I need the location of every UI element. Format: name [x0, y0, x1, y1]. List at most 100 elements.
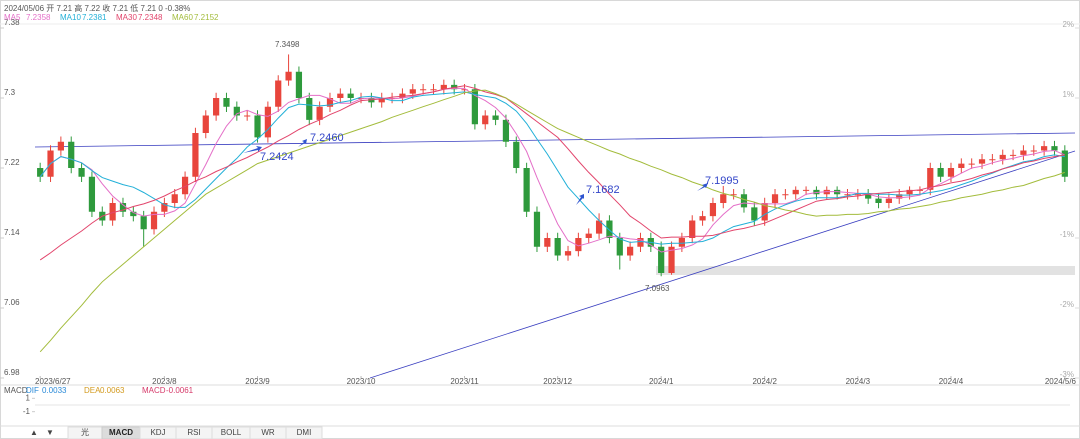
candle-body	[347, 93, 354, 98]
candle-body	[1061, 150, 1068, 177]
y-tick-label: 7.22	[4, 158, 20, 167]
candle-body	[1030, 150, 1037, 152]
tab-label[interactable]: DMI	[297, 428, 312, 437]
candle-body	[285, 71, 292, 81]
candle-body	[802, 189, 810, 191]
candle-body	[109, 203, 116, 221]
candle-body	[564, 251, 572, 256]
nav-arrow[interactable]: ▲	[30, 428, 38, 437]
candle-body	[440, 84, 447, 90]
candle-body	[751, 207, 758, 221]
legend-name: MA5	[4, 13, 21, 22]
candle-body	[709, 203, 717, 217]
tab-label[interactable]: MACD	[109, 428, 133, 437]
zone-band	[656, 266, 1075, 275]
tab-label[interactable]: BOLL	[221, 428, 242, 437]
candle-body	[161, 203, 168, 212]
y-tick-label: 7.38	[4, 18, 20, 27]
legend-name: MA60	[172, 13, 193, 22]
candle-body	[668, 246, 675, 273]
candle-body	[244, 115, 251, 117]
y2-tick-label: -2%	[1060, 300, 1074, 309]
ma-line	[39, 85, 1065, 261]
annotation: 7.1995	[705, 175, 739, 187]
candle-body	[523, 168, 530, 212]
legend-name: MA30	[116, 13, 137, 22]
candle-body	[1020, 150, 1027, 155]
candle-body	[544, 238, 551, 247]
toolbar: ▲ ▼ 光 MACD KDJ RSI BOLL WR DMI	[30, 426, 323, 439]
legend-name: MA10	[60, 13, 81, 22]
candle-body	[181, 176, 189, 195]
candle-body	[223, 98, 230, 107]
macd-tick-label: -1	[23, 407, 31, 416]
tab-label[interactable]: WR	[261, 428, 275, 437]
candle-body	[689, 220, 696, 238]
candle-body	[906, 189, 913, 195]
nav-arrow[interactable]: ▼	[46, 428, 54, 437]
candle-body	[192, 133, 199, 177]
candle-body	[140, 216, 147, 230]
macd-value: 0.0033	[42, 386, 67, 395]
y2-tick-label: -3%	[1060, 370, 1074, 379]
candle-body	[875, 198, 882, 203]
candle-body	[482, 115, 489, 125]
candle-body	[1009, 154, 1017, 156]
macd-value: 0.0063	[100, 386, 125, 395]
candle-body	[171, 194, 178, 203]
candle-body	[554, 238, 561, 256]
annotation: 7.2424	[260, 151, 294, 163]
candle-body	[68, 141, 75, 168]
candle-body	[471, 89, 478, 125]
tab-label[interactable]: 光	[81, 427, 89, 437]
x-tick-label: 2024/5/6	[1045, 377, 1077, 386]
candle-body	[720, 194, 727, 203]
quote-line: 2024/05/06 开 7.21 高 7.22 收 7.21 低 7.21 0…	[4, 3, 190, 13]
candle-body	[937, 168, 944, 177]
trend-line	[34, 132, 1076, 148]
candle-body	[730, 194, 737, 196]
legend-value: 7.2358	[26, 13, 51, 22]
candle-body	[213, 98, 220, 116]
candle-body	[37, 168, 44, 177]
candle-body	[130, 211, 137, 217]
candle-body	[885, 198, 892, 203]
candle-body	[999, 154, 1006, 160]
y2-tick-label: 2%	[1062, 20, 1074, 29]
annotation: 7.1682	[586, 184, 620, 196]
candle-body	[316, 106, 323, 120]
candle-body	[295, 71, 303, 98]
candle-body	[78, 168, 85, 177]
candle-body	[782, 194, 789, 196]
x-tick-label: 2023/8	[152, 377, 177, 386]
candle-body	[606, 220, 613, 238]
candle-body	[958, 163, 965, 168]
candle-body	[896, 194, 903, 199]
tab-label[interactable]: KDJ	[150, 428, 165, 437]
candle-body	[927, 168, 934, 190]
legend-value: 7.2152	[194, 13, 219, 22]
legend-value: 7.2381	[82, 13, 107, 22]
candle-body	[627, 246, 634, 256]
y-tick-label: 6.98	[4, 368, 20, 377]
candle-body	[326, 98, 334, 107]
candle-body	[854, 194, 861, 196]
annotation: 7.3498	[275, 40, 300, 49]
candle-body	[492, 115, 499, 120]
candle-body	[233, 106, 240, 116]
candle-body	[595, 220, 603, 234]
candle-body	[658, 246, 665, 273]
macd-name: DEA	[84, 386, 101, 395]
y2-tick-label: 1%	[1062, 90, 1074, 99]
macd-title: MACD	[4, 386, 28, 395]
marks: 7.38 7.3 7.22 7.14 7.06 6.98 2% 1% -1% -2% -3% 2023…	[0, 18, 1080, 386]
candle-body	[502, 119, 510, 142]
candle-body	[699, 216, 706, 221]
candle-body	[409, 89, 416, 94]
arrow	[697, 183, 708, 191]
tab-label[interactable]: RSI	[187, 428, 200, 437]
candle-body	[575, 238, 582, 252]
tab[interactable]	[285, 426, 323, 439]
x-tick-label: 2023/11	[450, 377, 479, 386]
candle-body	[306, 98, 313, 120]
